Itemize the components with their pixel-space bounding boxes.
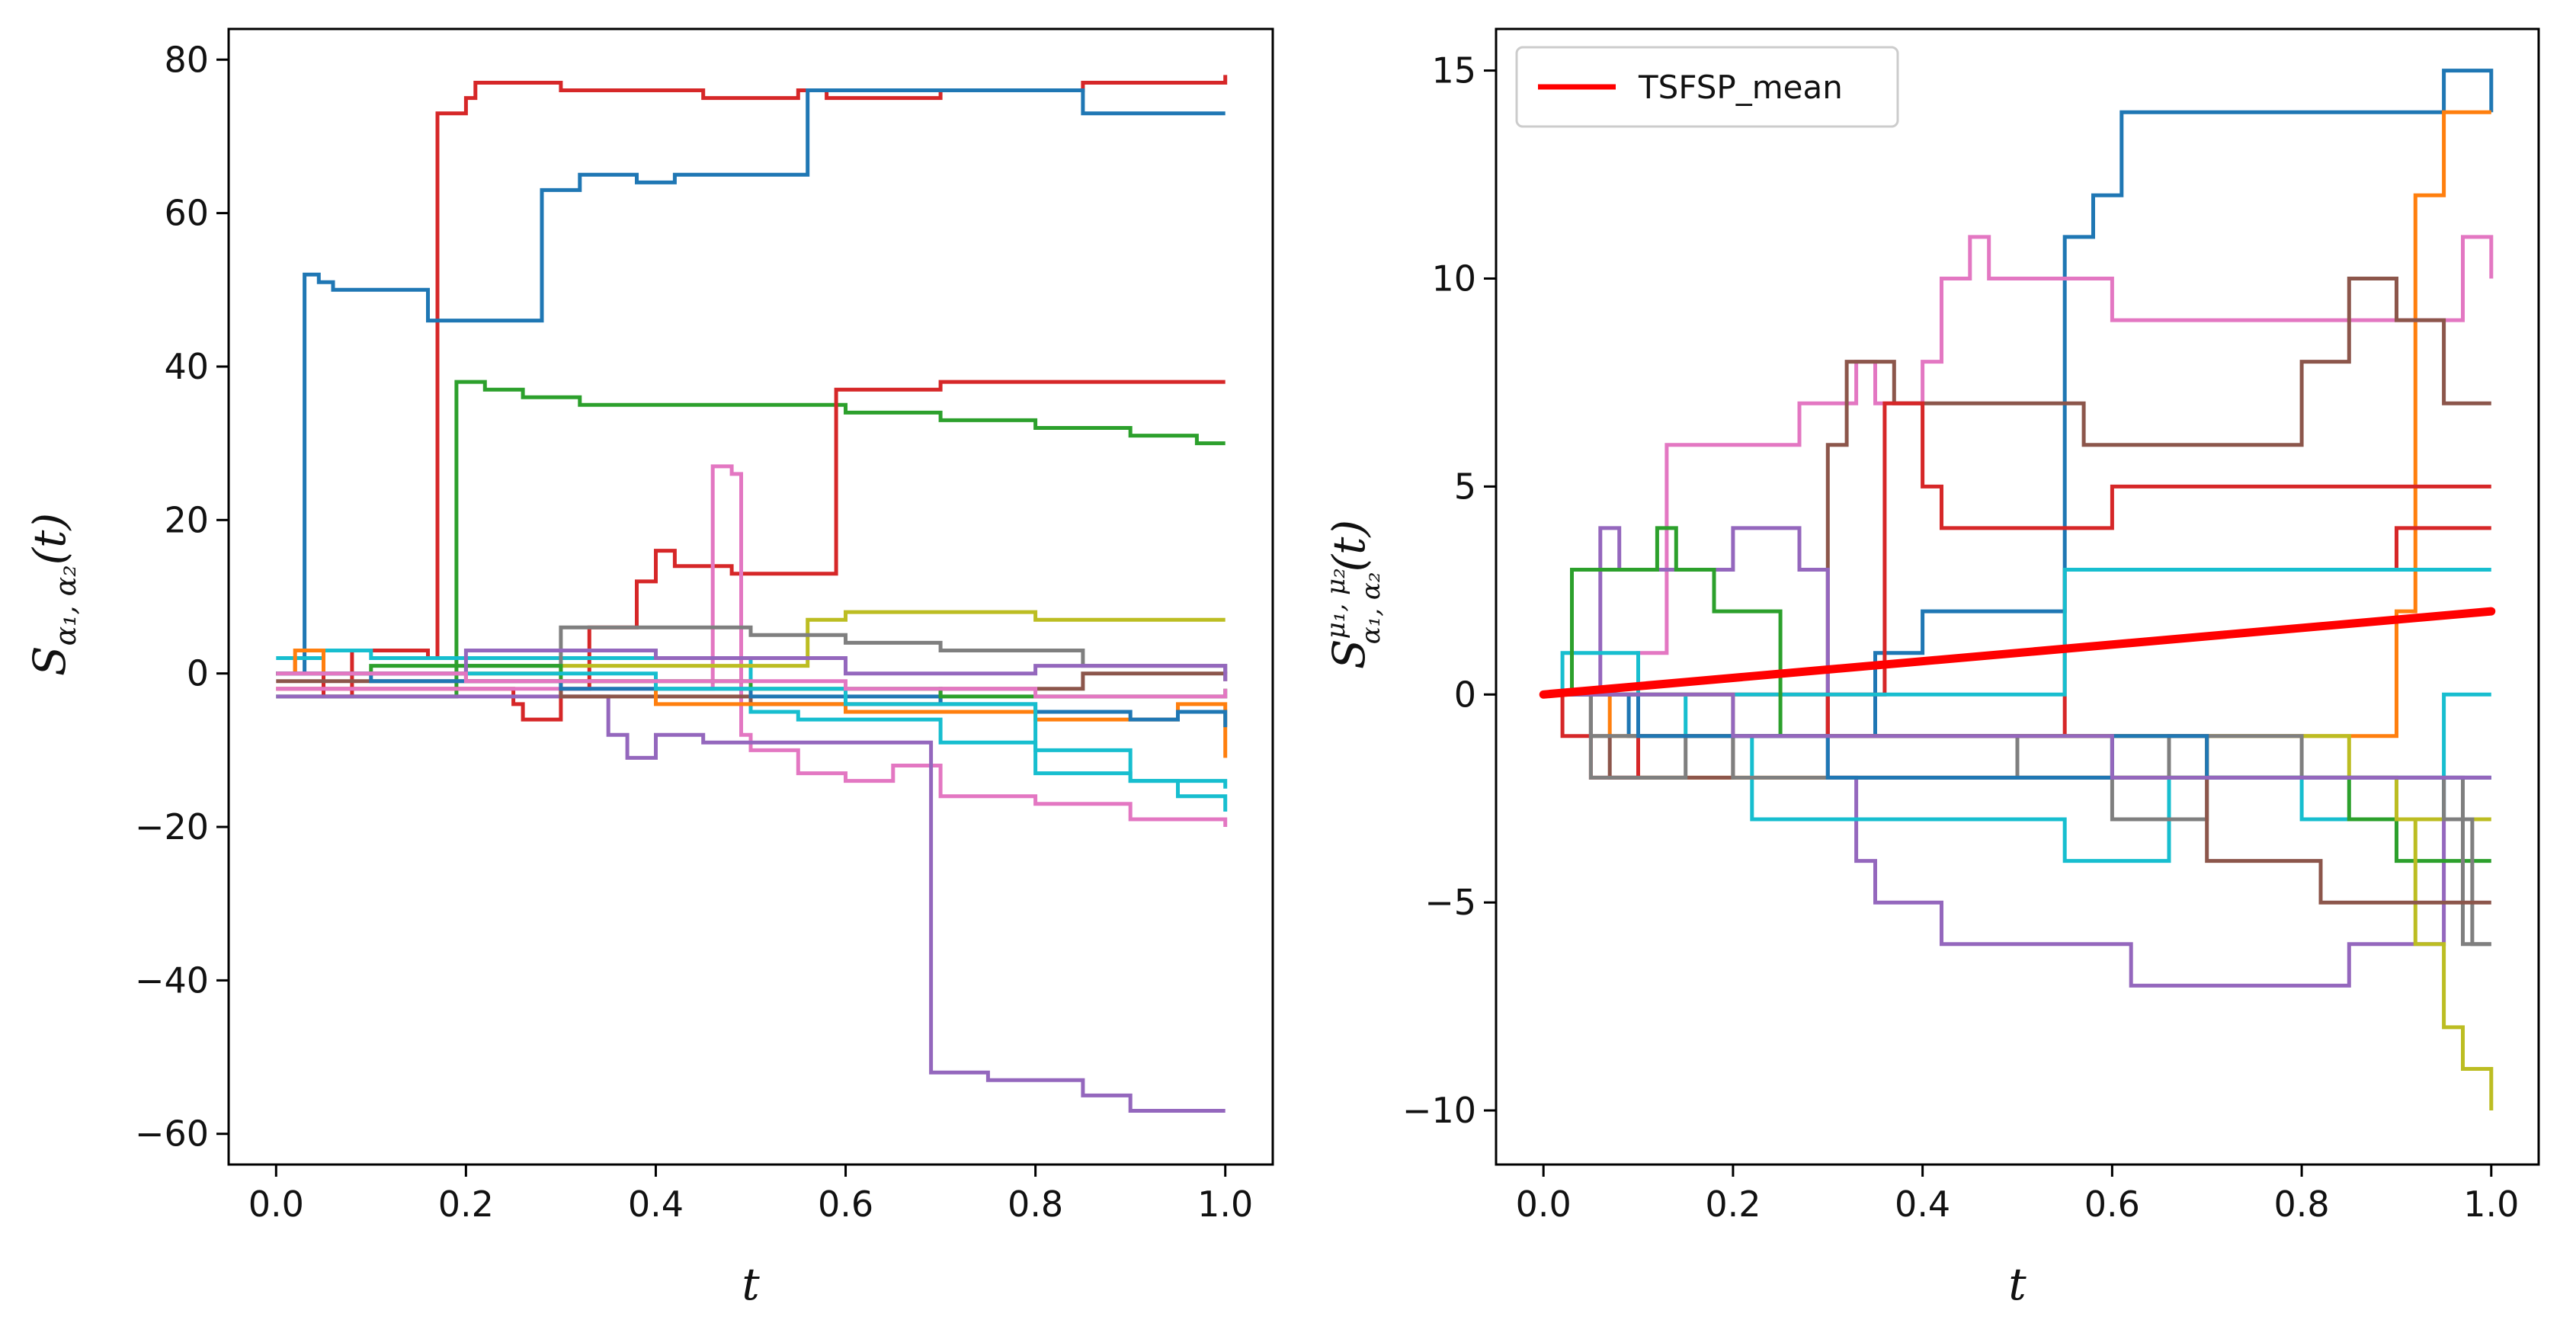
y-tick-label: −5 — [1424, 882, 1476, 923]
y-tick-label: 60 — [164, 193, 209, 234]
left-chart-y-axis-label-symbol: S — [24, 646, 75, 676]
right-chart-y-axis-label-argument: (t) — [1323, 520, 1375, 572]
x-tick-label: 0.6 — [2084, 1184, 2140, 1225]
x-tick-label: 0.2 — [438, 1184, 494, 1225]
y-tick-label: 80 — [164, 39, 209, 80]
right-chart-panel: 0.0 0.2 0.4 0.6 0.8 1.0 −10 −5 0 5 10 15 t Sμ₁, μ₂ α… — [1321, 27, 2540, 1310]
x-tick-label: 1.0 — [2463, 1184, 2519, 1225]
series-line-cyan-8 — [1543, 568, 2491, 697]
x-tick-label: 0.8 — [2274, 1184, 2330, 1225]
series-line-purple-16 — [1543, 692, 2491, 780]
right-chart-y-axis-label: Sμ₁, μ₂ α₁, α₂(t) — [1321, 520, 1386, 669]
right-chart-y-axis-label-symbol: S — [1323, 639, 1375, 669]
y-tick-label: −60 — [135, 1113, 209, 1155]
left-chart-y-axis-label-subscript: α₁, α₂ — [49, 565, 82, 646]
y-tick-label: 0 — [187, 653, 209, 694]
y-tick-label: 10 — [1431, 258, 1476, 299]
series-line-purple-5 — [276, 694, 1226, 1113]
series-line-blue-1 — [276, 88, 1226, 676]
y-tick-label: 0 — [1454, 674, 1476, 715]
series-line-cyan-13 — [276, 671, 1228, 789]
right-chart-x-axis-label: t — [2008, 1258, 2027, 1310]
left-chart-frame — [227, 27, 1274, 1166]
y-tick-label: 40 — [164, 346, 209, 387]
x-tick-label: 0.0 — [248, 1184, 304, 1225]
right-chart-legend: TSFSP_mean — [1515, 46, 1899, 128]
series-line-cyan-7 — [1543, 651, 2491, 863]
series-line-red-3 — [276, 380, 1226, 722]
legend-label-tsfsp-mean: TSFSP_mean — [1638, 69, 1843, 106]
right-chart-frame — [1495, 27, 2540, 1166]
mean-line-tsfsp-mean — [1539, 607, 2496, 699]
series-line-red-0 — [276, 75, 1228, 699]
x-tick-label: 0.8 — [1008, 1184, 1063, 1225]
x-tick-label: 0.4 — [1895, 1184, 1950, 1225]
left-chart-x-axis-label: t — [742, 1258, 760, 1310]
right-chart-y-axis-label-superscript: μ₁, μ₂ — [1321, 568, 1351, 639]
y-tick-label: 5 — [1454, 466, 1476, 507]
y-tick-label: −40 — [135, 960, 209, 1001]
left-chart-plot-area — [276, 75, 1228, 1113]
x-tick-label: 1.0 — [1197, 1184, 1253, 1225]
right-chart-plot-area — [1539, 69, 2496, 1110]
series-line-pink-15 — [276, 671, 1228, 699]
left-chart-y-axis-label-argument: (t) — [24, 513, 75, 565]
x-tick-label: 0.2 — [1705, 1184, 1761, 1225]
series-line-green-2 — [276, 380, 1226, 699]
left-chart-y-axis-label: Sα₁, α₂(t) — [24, 513, 82, 676]
series-line-pink-4 — [276, 464, 1228, 827]
left-chart-ticks: 0.0 0.2 0.4 0.6 0.8 1.0 −60 −40 −20 0 20 40 60 80 — [135, 39, 1253, 1225]
y-tick-label: 20 — [164, 499, 209, 540]
y-tick-label: −10 — [1402, 1090, 1476, 1131]
x-tick-label: 0.0 — [1516, 1184, 1572, 1225]
y-tick-label: −20 — [135, 806, 209, 847]
right-chart-ticks: 0.0 0.2 0.4 0.6 0.8 1.0 −10 −5 0 5 10 15 — [1402, 50, 2519, 1225]
x-tick-label: 0.6 — [818, 1184, 873, 1225]
right-chart-y-axis-label-subscript: α₁, α₂ — [1356, 572, 1386, 644]
left-chart-panel: 0.0 0.2 0.4 0.6 0.8 1.0 −60 −40 −20 0 20 40 60 80 t S… — [24, 27, 1274, 1310]
series-line-purple-14 — [276, 649, 1228, 681]
legend-box — [1515, 46, 1899, 128]
y-tick-label: 15 — [1431, 50, 1476, 91]
x-tick-label: 0.4 — [628, 1184, 684, 1225]
